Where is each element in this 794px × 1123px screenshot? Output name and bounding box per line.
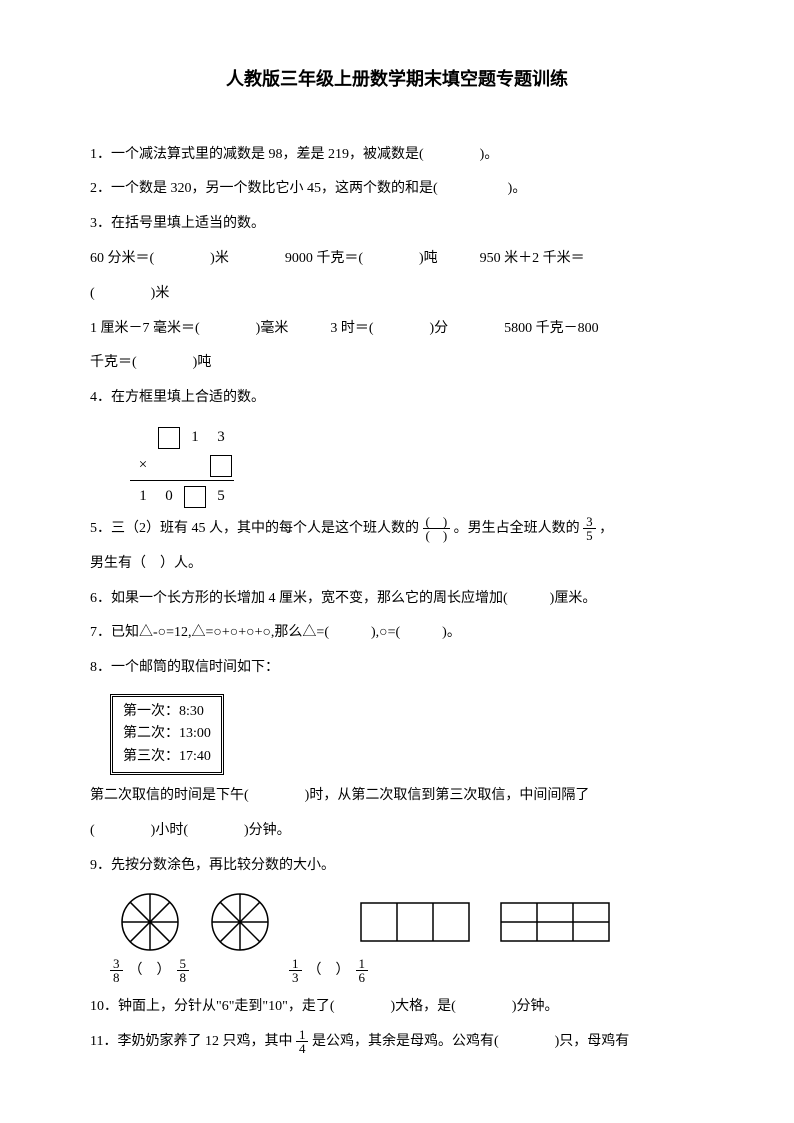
q11-text-a: 11．李奶奶家养了 12 只鸡，其中 (90, 1034, 292, 1049)
mail-line-2: 第二次：13:00 (123, 723, 211, 745)
q5-text-a: 5．三（2）班有 45 人，其中的每个人是这个班人数的 (90, 521, 419, 536)
question-3: 3．在括号里填上适当的数。 (90, 209, 704, 240)
question-1: 1．一个减法算式里的减数是 98，差是 219，被减数是( )。 (90, 140, 704, 171)
fraction-1-3: 13 (289, 957, 302, 984)
page-title: 人教版三年级上册数学期末填空题专题训练 (90, 60, 704, 100)
fraction-blank: ( )( ) (423, 515, 451, 542)
q11-text-b: 是公鸡，其余是母鸡。公鸡有( )只，母鸡有 (312, 1034, 629, 1049)
digit: 5 (208, 480, 234, 513)
question-11: 11．李奶奶家养了 12 只鸡，其中 14 是公鸡，其余是母鸡。公鸡有( )只，… (90, 1027, 704, 1058)
fraction-3-5: 35 (583, 515, 596, 542)
question-3-line-b2: 千克＝( )吨 (90, 348, 704, 379)
digit: 1 (182, 421, 208, 454)
question-8-line-b: 第二次取信的时间是下午( )时，从第二次取信到第三次取信，中间间隔了 (90, 781, 704, 812)
mail-schedule-box: 第一次：8:30 第二次：13:00 第三次：17:40 (110, 694, 224, 775)
q5-text-b: 。男生占全班人数的 (454, 521, 580, 536)
question-5-line2: 男生有（ ）人。 (90, 549, 704, 580)
shapes-row (120, 892, 704, 952)
question-2: 2．一个数是 320，另一个数比它小 45，这两个数的和是( )。 (90, 174, 704, 205)
question-5: 5．三（2）班有 45 人，其中的每个人是这个班人数的 ( )( ) 。男生占全… (90, 514, 704, 545)
question-6: 6．如果一个长方形的长增加 4 厘米，宽不变，那么它的周长应增加( )厘米。 (90, 584, 704, 615)
q5-text-c: ， (599, 521, 613, 536)
fraction-1-6: 16 (356, 957, 369, 984)
rect-3-cells-icon (360, 902, 470, 942)
mail-line-1: 第一次：8:30 (123, 701, 211, 723)
digit: 1 (130, 480, 156, 513)
question-7: 7．已知△-○=12,△=○+○+○+○,那么△=( ),○=( )。 (90, 618, 704, 649)
fraction-3-8: 38 (110, 957, 123, 984)
fraction-compare-row: 38 （ ） 58 13 （ ） 16 (110, 956, 704, 987)
question-9: 9．先按分数涂色，再比较分数的大小。 (90, 851, 704, 882)
blank-box (158, 427, 180, 449)
circle-8-slices-icon (210, 892, 270, 952)
fraction-5-8: 58 (177, 957, 190, 984)
multiply-sign: × (130, 449, 156, 482)
blank-box (210, 455, 232, 477)
compare-blank: （ ） (308, 956, 350, 987)
fraction-1-4: 14 (296, 1028, 309, 1055)
question-3-line-a: 60 分米＝( )米 9000 千克＝( )吨 950 米＋2 千米＝ (90, 244, 704, 275)
circle-8-slices-icon (120, 892, 180, 952)
rect-6-cells-icon (500, 902, 610, 942)
blank-box (184, 486, 206, 508)
compare-blank: （ ） (129, 956, 171, 987)
question-10: 10．钟面上，分针从"6"走到"10"，走了( )大格，是( )分钟。 (90, 992, 704, 1023)
multiplication-vertical: 1 3 × 1 0 5 (130, 424, 234, 508)
question-8-line-c: ( )小时( )分钟。 (90, 816, 704, 847)
question-3-line-b: 1 厘米－7 毫米＝( )毫米 3 时＝( )分 5800 千克－800 (90, 314, 704, 345)
question-8: 8．一个邮筒的取信时间如下： (90, 653, 704, 684)
question-3-line-a2: ( )米 (90, 279, 704, 310)
question-4: 4．在方框里填上合适的数。 (90, 383, 704, 414)
digit: 0 (156, 480, 182, 513)
mail-line-3: 第三次：17:40 (123, 746, 211, 768)
